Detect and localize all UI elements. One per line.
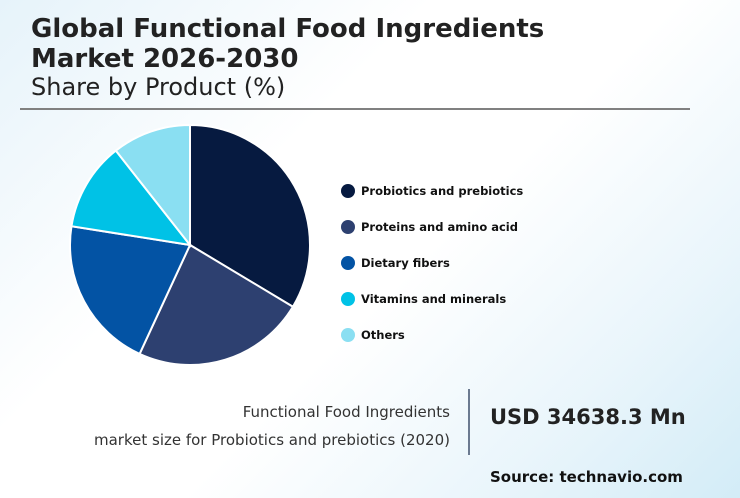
title-line-1: Global Functional Food Ingredients <box>31 14 545 44</box>
legend-label: Proteins and amino acid <box>361 220 518 234</box>
legend-dot-icon <box>341 256 355 270</box>
chart-subtitle: Share by Product (%) <box>31 73 286 101</box>
legend-label: Vitamins and minerals <box>361 292 507 306</box>
pie-slice <box>138 243 295 366</box>
legend-item: Others <box>341 317 523 353</box>
title-line-2: Market 2026-2030 <box>31 44 299 74</box>
legend-label: Others <box>361 328 405 342</box>
pie-slice <box>69 225 192 356</box>
kpi-description: Functional Food Ingredients market size … <box>94 398 450 454</box>
kpi-desc-line-2: market size for Probiotics and prebiotic… <box>94 431 450 449</box>
chart-title: Global Functional Food Ingredients Marke… <box>31 14 544 74</box>
pie-chart <box>69 123 311 366</box>
legend: Probiotics and prebiotics Proteins and a… <box>341 173 523 353</box>
kpi-value: USD 34638.3 Mn <box>490 405 686 429</box>
kpi-desc-line-1: Functional Food Ingredients <box>242 403 450 421</box>
source-credit: Source: technavio.com <box>490 468 683 486</box>
legend-dot-icon <box>341 184 355 198</box>
legend-dot-icon <box>341 292 355 306</box>
legend-item: Dietary fibers <box>341 245 523 281</box>
legend-item: Vitamins and minerals <box>341 281 523 317</box>
legend-label: Probiotics and prebiotics <box>361 184 524 198</box>
legend-label: Dietary fibers <box>361 256 450 270</box>
kpi-divider <box>468 389 470 455</box>
legend-item: Proteins and amino acid <box>341 209 523 245</box>
header-divider <box>20 108 690 110</box>
pie-slice <box>70 149 193 247</box>
legend-item: Probiotics and prebiotics <box>341 173 523 209</box>
pie-slice <box>114 123 191 248</box>
legend-dot-icon <box>341 220 355 234</box>
pie-slice <box>189 123 311 309</box>
legend-dot-icon <box>341 328 355 342</box>
